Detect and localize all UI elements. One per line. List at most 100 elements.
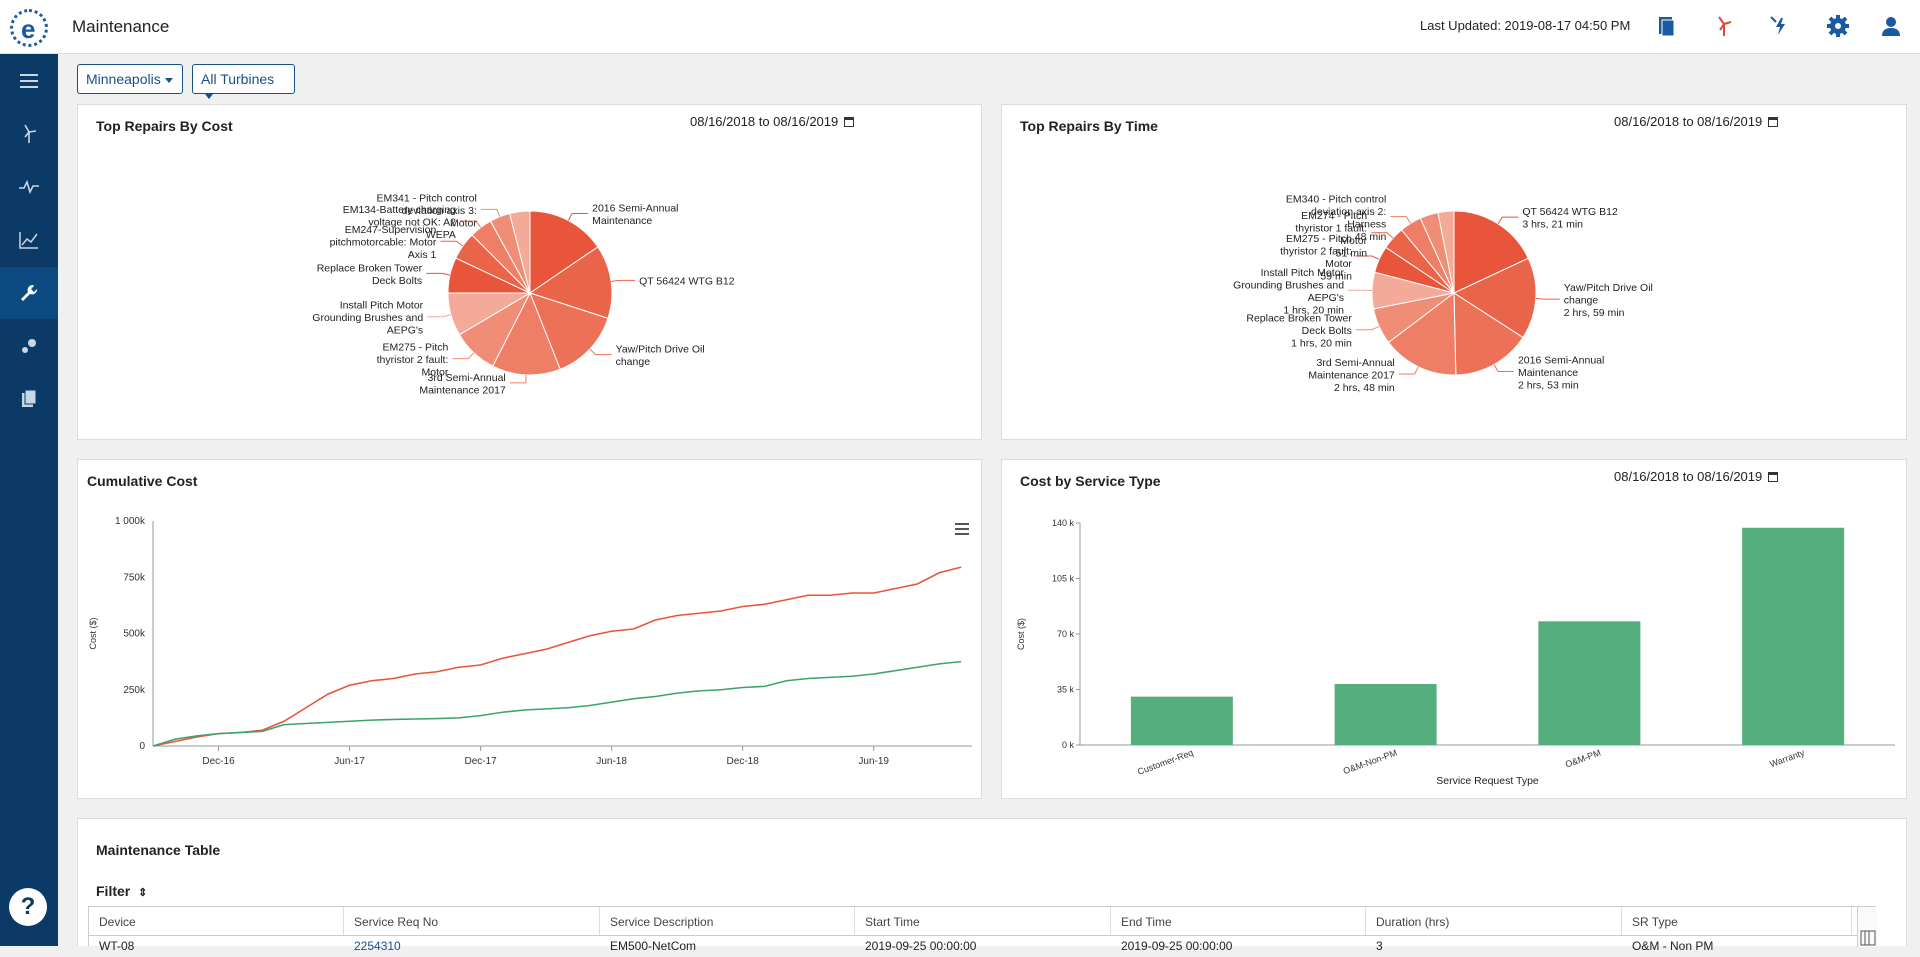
- menu-icon[interactable]: [0, 55, 58, 107]
- date-to: 08/16/2019: [1697, 114, 1762, 129]
- pie-connector: [1536, 299, 1560, 300]
- reports-icon[interactable]: [0, 373, 58, 425]
- user-icon[interactable]: [1879, 14, 1903, 38]
- table-cell: WT-08: [89, 935, 144, 957]
- x-tick-label: Jun-17: [334, 756, 365, 767]
- panel-title: Top Repairs By Cost: [96, 118, 233, 134]
- date-to-separator: to: [1683, 469, 1694, 484]
- table-cell: 3: [1366, 935, 1393, 957]
- power-alert-icon[interactable]: [1768, 14, 1792, 38]
- sort-icon: ⇕: [138, 887, 147, 899]
- column-header[interactable]: SR Type: [1622, 907, 1852, 935]
- sidebar: ?: [0, 54, 58, 946]
- settings-icon[interactable]: [1826, 14, 1850, 38]
- page-title: Maintenance: [72, 17, 169, 37]
- column-header[interactable]: Duration (hrs): [1366, 907, 1622, 935]
- date-to: 08/16/2019: [1697, 469, 1762, 484]
- x-tick-label: O&M-PM: [1564, 747, 1602, 769]
- date-range-picker[interactable]: 08/16/2018 to 08/16/2019: [1614, 114, 1778, 129]
- pie-connector: [481, 209, 500, 216]
- top-bar: e Maintenance Last Updated: 2019-08-17 0…: [0, 0, 1920, 54]
- table-cell: EM500-NetCom: [600, 935, 706, 957]
- wrench-icon[interactable]: [0, 267, 58, 319]
- y-axis-label: Cost ($): [1016, 618, 1026, 650]
- chevron-down-icon: [165, 78, 173, 83]
- date-from: 08/16/2018: [1614, 469, 1679, 484]
- app-logo[interactable]: e: [10, 9, 48, 47]
- turbines-dropdown-label: All Turbines: [201, 71, 274, 87]
- panel-title: Cost by Service Type: [1020, 473, 1161, 489]
- panel-title: Top Repairs By Time: [1020, 118, 1158, 134]
- panel-title: Maintenance Table: [96, 842, 220, 858]
- pie-connector: [1390, 217, 1410, 224]
- maintenance-table: Device Service Req No Service Descriptio…: [88, 906, 1876, 946]
- turbine-icon[interactable]: [1712, 14, 1736, 38]
- turbine-icon[interactable]: [0, 108, 58, 160]
- column-header[interactable]: End Time: [1111, 907, 1366, 935]
- x-tick-label: Jun-18: [596, 756, 627, 767]
- column-header[interactable]: Device: [89, 907, 344, 935]
- y-tick-label: 750k: [123, 572, 146, 583]
- date-from: 08/16/2018: [690, 114, 755, 129]
- trend-icon[interactable]: [0, 214, 58, 266]
- column-header[interactable]: Service Req No: [344, 907, 600, 935]
- site-dropdown[interactable]: Minneapolis: [77, 64, 183, 94]
- filter-toggle[interactable]: Filter ⇕: [96, 883, 147, 899]
- bar: [1131, 697, 1233, 745]
- repairs-by-time-panel: Top Repairs By Time 08/16/2018 to 08/16/…: [1001, 104, 1907, 440]
- date-range-picker[interactable]: 08/16/2018 to 08/16/2019: [690, 114, 854, 129]
- document-icon[interactable]: [1654, 14, 1678, 38]
- pie-connector: [426, 273, 450, 275]
- y-tick-label: 0 k: [1062, 740, 1075, 750]
- bar: [1335, 684, 1437, 745]
- y-axis-label: Cost ($): [88, 617, 98, 649]
- y-tick-label: 0: [139, 741, 145, 752]
- turbines-dropdown[interactable]: All Turbines: [192, 64, 295, 94]
- y-tick-label: 250k: [123, 685, 146, 696]
- series-line: [153, 662, 961, 746]
- bar: [1538, 621, 1640, 745]
- help-button[interactable]: ?: [9, 888, 47, 926]
- pie-connector: [452, 353, 473, 359]
- date-to: 08/16/2019: [773, 114, 838, 129]
- service-req-link[interactable]: 2254310: [344, 935, 411, 957]
- pie-label: QT 56424 WTG B12: [639, 275, 735, 287]
- pie-connector: [590, 349, 612, 354]
- y-tick-label: 105 k: [1052, 574, 1075, 584]
- column-header[interactable]: Service Description: [600, 907, 855, 935]
- calendar-icon: [1768, 472, 1778, 482]
- panel-title: Cumulative Cost: [87, 473, 197, 489]
- cost-by-service-panel: Cost by Service Type 08/16/2018 to 08/16…: [1001, 459, 1907, 799]
- pulse-icon[interactable]: [0, 161, 58, 213]
- x-tick-label: Dec-17: [464, 756, 497, 767]
- pie-connector: [1399, 367, 1418, 374]
- date-range-picker[interactable]: 08/16/2018 to 08/16/2019: [1614, 469, 1778, 484]
- table-cell: O&M - Non PM: [1622, 935, 1723, 957]
- table-cell: 2019-09-25 00:00:00: [1111, 935, 1242, 957]
- pie-connector: [1494, 365, 1514, 372]
- repairs-by-cost-panel: Top Repairs By Cost 08/16/2018 to 08/16/…: [77, 104, 982, 440]
- calendar-icon: [844, 117, 854, 127]
- x-tick-label: O&M-Non-PM: [1342, 747, 1399, 776]
- series-line: [153, 567, 961, 746]
- chart-menu-icon[interactable]: [954, 522, 970, 541]
- pie-connector: [440, 241, 463, 246]
- scatter-icon[interactable]: [0, 320, 58, 372]
- pie-connector: [611, 280, 635, 281]
- x-tick-label: Dec-18: [727, 756, 760, 767]
- y-tick-label: 140 k: [1052, 518, 1075, 528]
- column-chooser-button[interactable]: [1857, 907, 1877, 947]
- date-from: 08/16/2018: [1614, 114, 1679, 129]
- column-header[interactable]: Start Time: [855, 907, 1111, 935]
- x-tick-label: Warranty: [1768, 747, 1806, 769]
